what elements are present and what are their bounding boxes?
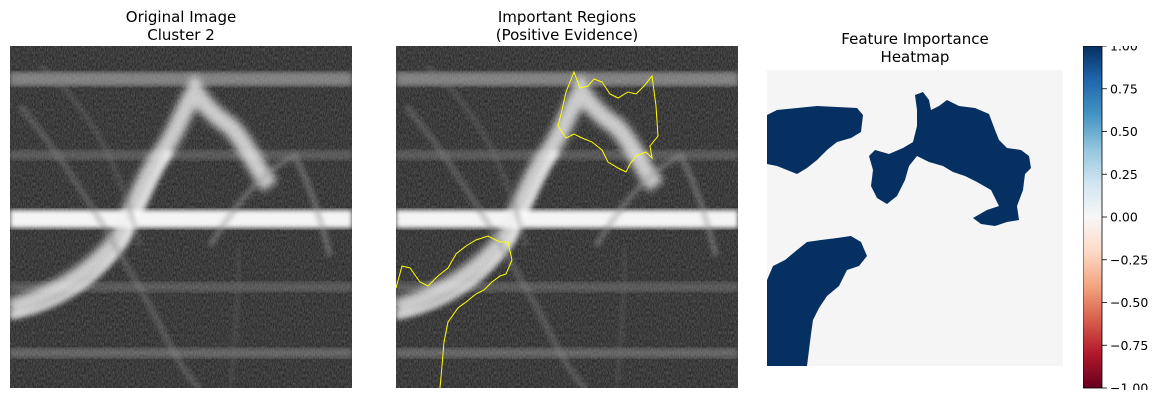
panel-2-title-line1: Important Regions	[497, 8, 637, 26]
colorbar-gradient	[1083, 46, 1103, 389]
panel-3-title-line1: Feature Importance	[841, 30, 989, 48]
heatmap-region-top-right	[869, 92, 1031, 226]
panel-2-title-line2: (Positive Evidence)	[495, 26, 639, 44]
colorbar-tick-label: −0.75	[1110, 338, 1148, 353]
colorbar-tick-label: 1.00	[1110, 46, 1138, 54]
spectrogram-image	[10, 46, 352, 388]
colorbar-tick-label: −0.25	[1110, 252, 1148, 267]
colorbar-tick-label: −1.00	[1110, 381, 1148, 391]
panel-3-title: Feature Importance Heatmap	[767, 30, 1063, 66]
heatmap-panel	[767, 70, 1063, 366]
positive-region-contour	[557, 70, 659, 173]
colorbar-tick-label: −0.50	[1110, 295, 1148, 310]
panel-3-title-line2: Heatmap	[880, 48, 950, 66]
colorbar-tick-label: 0.00	[1110, 210, 1138, 225]
positive-region-contour	[396, 235, 513, 388]
panel-1-title-line2: Cluster 2	[147, 26, 215, 44]
panel-1-title-line1: Original Image	[125, 8, 237, 26]
panel-2-title: Important Regions (Positive Evidence)	[396, 8, 738, 44]
spectrogram-image	[396, 46, 738, 388]
heatmap-region-top-left	[767, 106, 863, 174]
colorbar: 1.00 0.75 0.50 0.25 0.00 −0.25 −0.50 −0.75 −1.00	[1083, 46, 1148, 390]
colorbar-tick-label: 0.75	[1110, 81, 1138, 96]
colorbar-tick-label: 0.25	[1110, 167, 1138, 182]
colorbar-ticks: 1.00 0.75 0.50 0.25 0.00 −0.25 −0.50 −0.75 −1.00	[1102, 46, 1148, 390]
heatmap-region-bottom-left	[767, 236, 867, 366]
colorbar-tick-label: 0.50	[1110, 124, 1138, 139]
important-regions-panel	[396, 46, 738, 388]
original-image-panel	[10, 46, 352, 388]
panel-1-title: Original Image Cluster 2	[10, 8, 352, 44]
